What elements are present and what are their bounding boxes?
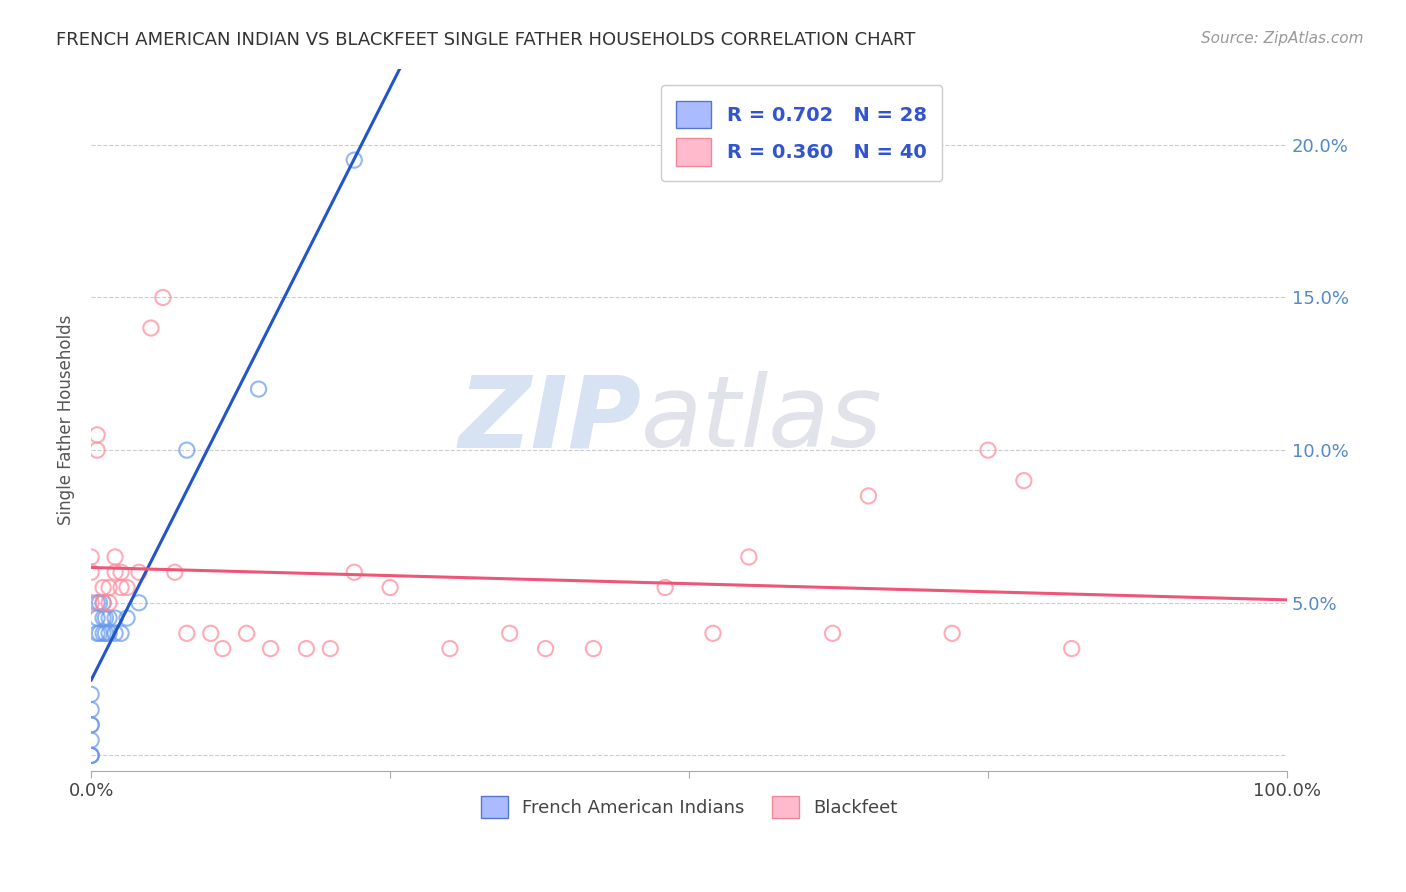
Point — [98, 626, 121, 640]
Point — [104, 549, 127, 564]
Point — [439, 641, 461, 656]
Text: atlas: atlas — [641, 371, 883, 468]
Point — [1060, 641, 1083, 656]
Point — [858, 489, 880, 503]
Point — [91, 596, 114, 610]
Point — [176, 443, 198, 458]
Point — [86, 611, 108, 625]
Point — [738, 549, 761, 564]
Point — [80, 596, 103, 610]
Point — [343, 153, 366, 167]
Text: Source: ZipAtlas.com: Source: ZipAtlas.com — [1201, 31, 1364, 46]
Point — [139, 321, 162, 335]
Point — [91, 626, 114, 640]
Point — [110, 566, 132, 580]
Point — [654, 581, 676, 595]
Point — [80, 733, 103, 747]
Point — [259, 641, 281, 656]
Point — [80, 687, 103, 701]
Point — [128, 566, 150, 580]
Point — [80, 718, 103, 732]
Point — [977, 443, 1000, 458]
Point — [110, 581, 132, 595]
Point — [821, 626, 844, 640]
Legend: French American Indians, Blackfeet: French American Indians, Blackfeet — [474, 789, 904, 825]
Point — [98, 581, 121, 595]
Point — [343, 566, 366, 580]
Point — [89, 626, 111, 640]
Point — [1012, 474, 1035, 488]
Y-axis label: Single Father Households: Single Father Households — [58, 314, 75, 524]
Point — [98, 611, 121, 625]
Point — [295, 641, 318, 656]
Point — [152, 291, 174, 305]
Point — [104, 566, 127, 580]
Point — [110, 626, 132, 640]
Point — [91, 611, 114, 625]
Point — [91, 596, 114, 610]
Text: ZIP: ZIP — [458, 371, 641, 468]
Point — [94, 611, 117, 625]
Point — [80, 748, 103, 763]
Point — [80, 566, 103, 580]
Point — [582, 641, 605, 656]
Point — [80, 748, 103, 763]
Point — [319, 641, 342, 656]
Point — [200, 626, 222, 640]
Point — [91, 581, 114, 595]
Point — [163, 566, 186, 580]
Point — [115, 611, 138, 625]
Point — [128, 596, 150, 610]
Point — [104, 611, 127, 625]
Point — [80, 549, 103, 564]
Point — [86, 428, 108, 442]
Point — [176, 626, 198, 640]
Point — [247, 382, 270, 396]
Point — [86, 626, 108, 640]
Point — [89, 596, 111, 610]
Point — [86, 596, 108, 610]
Point — [98, 596, 121, 610]
Point — [80, 748, 103, 763]
Point — [702, 626, 724, 640]
Point — [115, 581, 138, 595]
Point — [94, 626, 117, 640]
Point — [86, 443, 108, 458]
Point — [941, 626, 963, 640]
Point — [235, 626, 257, 640]
Point — [534, 641, 557, 656]
Point — [104, 626, 127, 640]
Point — [499, 626, 522, 640]
Point — [211, 641, 233, 656]
Text: FRENCH AMERICAN INDIAN VS BLACKFEET SINGLE FATHER HOUSEHOLDS CORRELATION CHART: FRENCH AMERICAN INDIAN VS BLACKFEET SING… — [56, 31, 915, 49]
Point — [378, 581, 401, 595]
Point — [80, 703, 103, 717]
Point — [80, 718, 103, 732]
